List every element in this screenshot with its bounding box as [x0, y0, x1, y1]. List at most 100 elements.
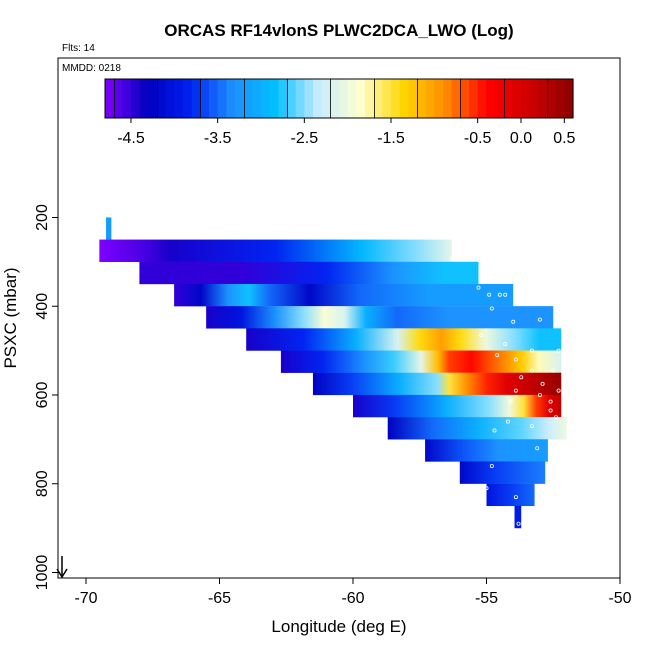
- colorbar-swatch: [443, 79, 453, 118]
- y-axis-label: PSXC (mbar): [1, 267, 20, 368]
- colorbar-swatch: [209, 79, 219, 118]
- heatmap-row: [106, 217, 112, 240]
- heatmap-row: [459, 461, 546, 484]
- colorbar-tick-label: -1.5: [377, 130, 405, 147]
- colorbar-swatch: [356, 79, 366, 118]
- heatmap-row: [99, 239, 452, 262]
- colorbar-swatch: [339, 79, 349, 118]
- data-marker: [449, 256, 454, 261]
- data-marker: [540, 381, 545, 386]
- data-marker: [529, 368, 534, 373]
- x-tick-label: -60: [341, 590, 364, 607]
- x-axis: -70 -65 -60 -55 -50: [74, 578, 632, 607]
- heatmap-row: [425, 439, 548, 462]
- x-tick-label: -70: [74, 590, 97, 607]
- data-marker: [559, 319, 564, 324]
- data-marker: [553, 415, 558, 420]
- colorbar-tick-label: 0.5: [553, 130, 575, 147]
- data-marker: [537, 317, 542, 322]
- colorbar-swatch: [486, 79, 496, 118]
- data-marker: [556, 348, 561, 353]
- data-marker: [495, 353, 500, 358]
- data-marker: [535, 446, 540, 451]
- data-marker: [529, 424, 534, 429]
- heatmap-row: [174, 283, 514, 307]
- colorbar-swatch: [200, 79, 210, 118]
- data-marker: [487, 292, 492, 297]
- colorbar-swatch: [503, 79, 513, 118]
- data-marker: [548, 399, 553, 404]
- heatmap-row: [139, 261, 479, 285]
- data-marker: [513, 495, 518, 500]
- colorbar: -4.5 -3.5 -2.5 -1.5 -0.5 0.0 0.5: [104, 78, 576, 147]
- colorbar-swatch: [373, 79, 383, 118]
- data-marker: [513, 388, 518, 393]
- chart-title: ORCAS RF14vlonS PLWC2DCA_LWO (Log): [164, 21, 513, 40]
- colorbar-swatch: [451, 79, 461, 118]
- colorbar-swatch: [313, 79, 323, 118]
- colorbar-swatch: [564, 79, 574, 118]
- data-marker: [505, 419, 510, 424]
- y-axis: 200 400 600 800 1000: [34, 204, 58, 590]
- y-tick-label: 600: [34, 382, 51, 409]
- colorbar-swatch: [131, 79, 141, 118]
- colorbar-tick-label: 0.0: [510, 130, 532, 147]
- colorbar-swatch: [165, 79, 175, 118]
- colorbar-swatch: [278, 79, 288, 118]
- colorbar-swatch: [538, 79, 548, 118]
- heatmap-row: [486, 483, 535, 507]
- colorbar-swatch: [477, 79, 487, 118]
- colorbar-swatch: [226, 79, 236, 118]
- heatmap-row: [353, 394, 562, 418]
- colorbar-swatch: [555, 79, 565, 118]
- heatmap-row: [387, 417, 567, 440]
- colorbar-swatch: [547, 79, 557, 118]
- colorbar-tick-label: -2.5: [291, 130, 319, 147]
- data-marker: [503, 292, 508, 297]
- colorbar-swatch: [261, 79, 271, 118]
- colorbar-swatch: [382, 79, 392, 118]
- colorbar-swatch: [425, 79, 435, 118]
- data-marker: [551, 368, 556, 373]
- x-tick-label: -55: [475, 590, 498, 607]
- x-tick-label: -50: [608, 590, 631, 607]
- data-marker: [537, 392, 542, 397]
- data-marker: [476, 285, 481, 290]
- data-marker: [503, 341, 508, 346]
- colorbar-swatch: [148, 79, 158, 118]
- date-label: MMDD: 0218: [62, 63, 121, 74]
- colorbar-swatch: [399, 79, 409, 118]
- colorbar-swatch: [321, 79, 331, 118]
- colorbar-tick-label: -4.5: [117, 130, 145, 147]
- data-marker: [529, 348, 534, 353]
- colorbar-swatch: [460, 79, 470, 118]
- flights-label: Flts: 14: [62, 43, 95, 54]
- heatmap-row: [246, 328, 562, 351]
- down-arrow-icon: [56, 556, 68, 579]
- heatmap-row: [206, 306, 554, 329]
- data-marker: [489, 306, 494, 311]
- colorbar-swatch: [304, 79, 314, 118]
- data-marker: [513, 357, 518, 362]
- colorbar-swatch: [469, 79, 479, 118]
- colorbar-swatch: [243, 79, 253, 118]
- colorbar-swatch: [174, 79, 184, 118]
- colorbar-swatch: [217, 79, 227, 118]
- heatmap-rows: [99, 217, 567, 529]
- heatmap-row: [280, 350, 562, 373]
- colorbar-swatch: [139, 79, 149, 118]
- data-marker: [479, 333, 484, 338]
- x-tick-label: -65: [208, 590, 231, 607]
- y-tick-label: 1000: [34, 555, 51, 591]
- data-marker: [500, 508, 505, 513]
- colorbar-swatch: [295, 79, 305, 118]
- colorbar-tick-label: -3.5: [204, 130, 232, 147]
- colorbar-swatch: [122, 79, 132, 118]
- data-marker: [508, 399, 513, 404]
- y-tick-label: 400: [34, 293, 51, 320]
- x-axis-label: Longitude (deg E): [271, 617, 406, 636]
- colorbar-swatch: [391, 79, 401, 118]
- colorbar-swatch: [330, 79, 340, 118]
- colorbar-swatch: [512, 79, 522, 118]
